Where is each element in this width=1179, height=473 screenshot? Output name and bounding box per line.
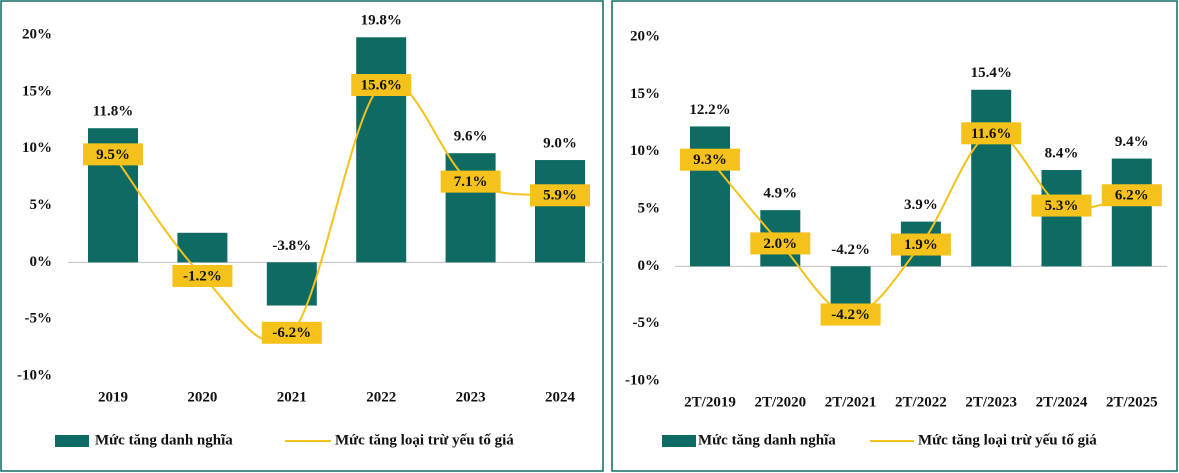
- legend-label: Mức tăng danh nghĩa: [95, 432, 233, 448]
- line-label-box: [83, 143, 143, 166]
- line-label-box: [530, 184, 590, 207]
- line-value-label: 5.9%: [543, 188, 577, 204]
- bar-value-label: 11.8%: [93, 104, 133, 120]
- bar-value-label: -3.8%: [272, 238, 311, 254]
- x-tick-label: 2T/2025: [1106, 394, 1158, 410]
- bar-value-label: 12.2%: [689, 102, 730, 118]
- x-tick-label: 2023: [456, 389, 486, 405]
- y-tick-label: -10%: [625, 372, 660, 388]
- x-tick-label: 2T/2021: [825, 394, 877, 410]
- y-tick-label: -5%: [25, 311, 53, 327]
- y-tick-label: 15%: [630, 86, 660, 102]
- line-label-box: [890, 233, 951, 256]
- y-tick-label: 0%: [30, 254, 53, 270]
- bar: [690, 126, 730, 267]
- legend-swatch: [55, 435, 89, 447]
- y-tick-label: -5%: [633, 315, 661, 331]
- bar-value-label: -4.2%: [831, 242, 870, 258]
- x-tick-label: 2024: [545, 389, 576, 405]
- y-tick-label: 5%: [30, 197, 53, 213]
- line-value-label: 9.5%: [96, 147, 130, 163]
- line-value-label: -6.2%: [272, 325, 311, 341]
- y-tick-label: 15%: [22, 83, 52, 99]
- legend-label: Mức tăng loại trừ yếu tố giá: [918, 432, 1097, 448]
- legend-label: Mức tăng danh nghĩa: [698, 432, 836, 448]
- line-value-label: 11.6%: [971, 126, 1011, 142]
- line-value-label: 15.6%: [361, 77, 402, 93]
- line-label-box: [680, 148, 740, 171]
- x-tick-label: 2022: [366, 389, 396, 405]
- y-tick-label: 5%: [638, 200, 661, 216]
- line-value-label: 7.1%: [454, 174, 488, 190]
- line-label-box: [820, 303, 881, 326]
- x-tick-label: 2T/2022: [895, 394, 947, 410]
- bar: [1041, 170, 1082, 267]
- line-value-label: 5.3%: [1045, 198, 1079, 214]
- bar-value-label: 15.4%: [971, 65, 1012, 81]
- x-tick-label: 2T/2020: [754, 394, 806, 410]
- bar: [1111, 158, 1152, 267]
- y-tick-label: -10%: [17, 367, 52, 383]
- panel-border: [0, 0, 604, 472]
- x-tick-label: 2T/2024: [1036, 394, 1088, 410]
- y-tick-label: 20%: [630, 28, 660, 44]
- line-value-label: 6.2%: [1115, 188, 1149, 204]
- y-tick-label: 20%: [22, 26, 52, 42]
- bar: [356, 37, 407, 263]
- line-label-box: [1101, 184, 1162, 207]
- line-label-box: [750, 232, 811, 255]
- line-value-label: -1.2%: [183, 268, 222, 284]
- legend-label: Mức tăng loại trừ yếu tố giá: [335, 432, 514, 448]
- bar-value-label: 4.9%: [763, 186, 797, 202]
- y-tick-label: 10%: [22, 140, 52, 156]
- bar: [445, 153, 496, 263]
- x-tick-label: 2019: [98, 389, 128, 405]
- line-value-label: 9.3%: [693, 152, 727, 168]
- bar-value-label: 9.0%: [543, 135, 577, 151]
- y-tick-label: 0%: [638, 258, 661, 274]
- x-tick-label: 2020: [187, 389, 217, 405]
- line-value-label: 1.9%: [904, 237, 938, 253]
- bar-value-label: 3.9%: [904, 197, 938, 213]
- bar-value-label: 9.6%: [454, 129, 488, 145]
- line-label-box: [261, 321, 322, 344]
- line-value-label: -4.2%: [831, 307, 870, 323]
- line-label-box: [961, 122, 1022, 145]
- line-label-box: [172, 264, 233, 287]
- line-label-box: [1031, 194, 1092, 217]
- line-label-box: [351, 74, 412, 97]
- x-tick-label: 2T/2023: [965, 394, 1017, 410]
- bar: [535, 160, 585, 263]
- bar-value-label: 19.8%: [361, 13, 402, 29]
- y-tick-label: 10%: [630, 143, 660, 159]
- panel-border: [611, 0, 1178, 472]
- x-tick-label: 2T/2019: [684, 394, 736, 410]
- bar: [177, 232, 228, 263]
- line-label-box: [440, 170, 501, 193]
- x-tick-label: 2021: [277, 389, 307, 405]
- bar-value-label: 9.4%: [1115, 134, 1149, 150]
- bar: [971, 89, 1012, 267]
- line-value-label: 2.0%: [763, 236, 797, 252]
- legend-swatch: [662, 435, 696, 447]
- bar-value-label: 8.4%: [1045, 145, 1079, 161]
